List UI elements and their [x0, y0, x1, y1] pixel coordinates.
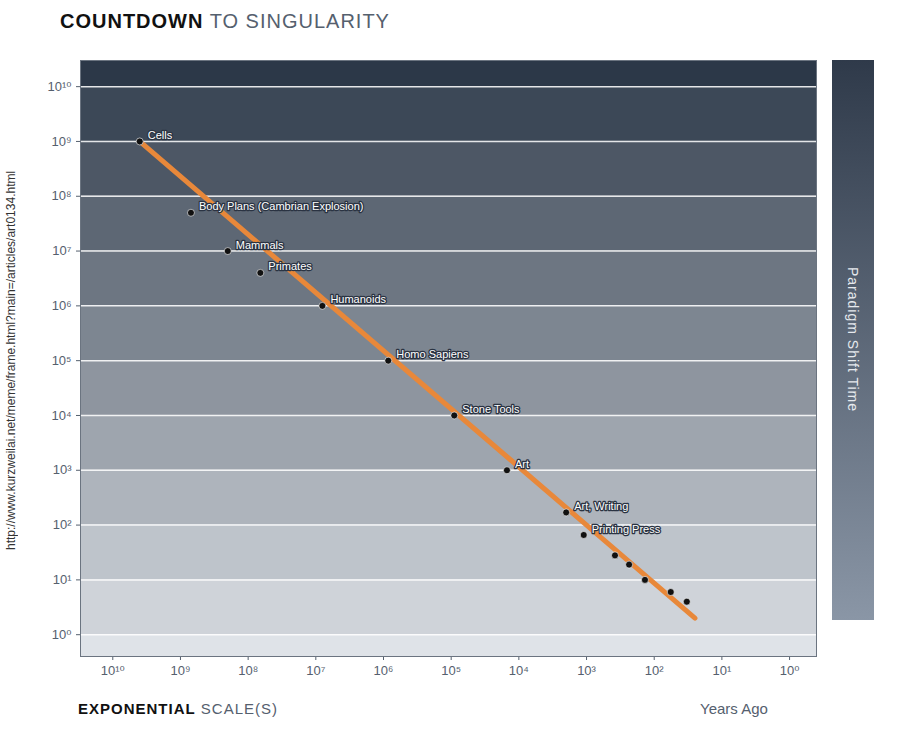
svg-text:10⁴: 10⁴: [509, 663, 529, 678]
svg-text:10¹: 10¹: [712, 663, 731, 678]
svg-text:10⁵: 10⁵: [441, 663, 461, 678]
svg-text:10⁴: 10⁴: [51, 408, 71, 423]
svg-text:10⁸: 10⁸: [52, 188, 72, 203]
svg-text:10⁰: 10⁰: [780, 663, 800, 678]
html-text:EXPONENTIAL SCALE(S): EXPONENTIAL SCALE(S): [78, 700, 278, 717]
svg-text:Art, Writing: Art, Writing: [574, 500, 628, 512]
html-text:Paradigm Shift Time: Paradigm Shift Time: [845, 267, 861, 413]
svg-text:10⁸: 10⁸: [238, 663, 258, 678]
svg-text:Art: Art: [515, 458, 529, 470]
svg-text:10⁹: 10⁹: [170, 663, 190, 678]
svg-text:10²: 10²: [53, 517, 72, 532]
svg-text:10⁶: 10⁶: [374, 663, 394, 678]
svg-text:10¹⁰: 10¹⁰: [101, 663, 125, 678]
svg-text:10⁷: 10⁷: [306, 663, 325, 678]
svg-text:Stone Tools: Stone Tools: [462, 403, 520, 415]
svg-text:Homo Sapiens: Homo Sapiens: [396, 348, 469, 360]
svg-text:Humanoids: Humanoids: [330, 293, 386, 305]
svg-text:Cells: Cells: [148, 129, 173, 141]
svg-text:10⁷: 10⁷: [52, 243, 71, 258]
svg-text:Mammals: Mammals: [236, 239, 284, 251]
svg-text:10¹: 10¹: [53, 572, 72, 587]
svg-text:10⁰: 10⁰: [52, 627, 72, 642]
svg-text:10¹⁰: 10¹⁰: [47, 79, 71, 94]
svg-text:10²: 10²: [645, 663, 664, 678]
svg-text:Printing Press: Printing Press: [592, 522, 661, 534]
html-text:COUNTDOWN TO SINGULARITY: COUNTDOWN TO SINGULARITY: [60, 10, 390, 32]
svg-text:10³: 10³: [53, 462, 72, 477]
svg-text:10⁹: 10⁹: [51, 134, 71, 149]
svg-text:10⁵: 10⁵: [52, 353, 72, 368]
html-text:http://www.kurzweilai.net/meme: http://www.kurzweilai.net/meme/frame.htm…: [4, 170, 18, 550]
svg-text:Body Plans (Cambrian Explosion: Body Plans (Cambrian Explosion): [199, 200, 363, 212]
svg-text:10⁶: 10⁶: [52, 298, 72, 313]
svg-text:Primates: Primates: [268, 260, 312, 272]
html-text:Years Ago: Years Ago: [700, 700, 768, 717]
svg-text:10³: 10³: [577, 663, 596, 678]
